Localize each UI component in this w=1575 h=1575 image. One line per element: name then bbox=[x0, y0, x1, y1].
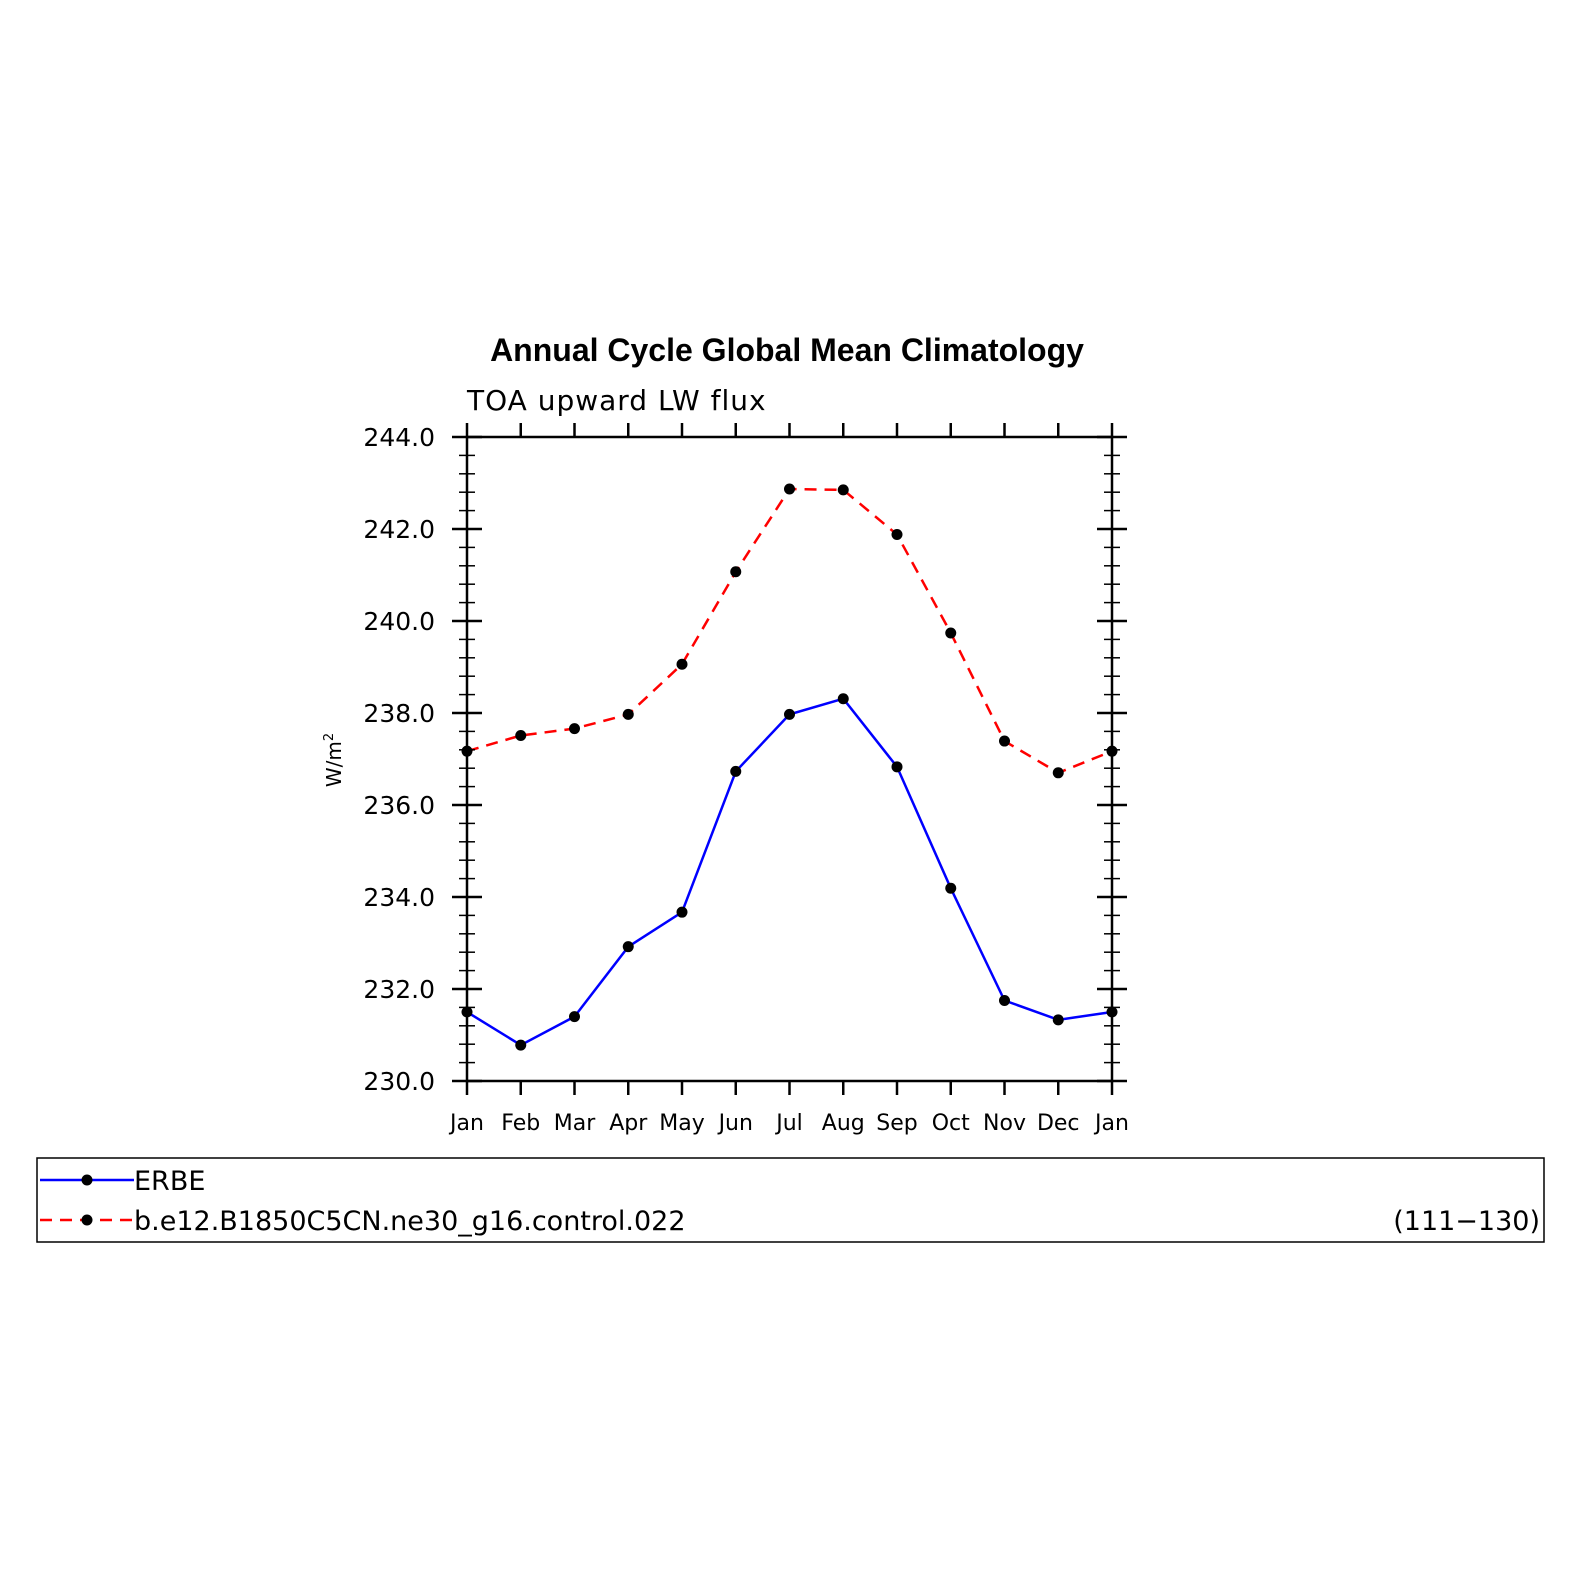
series-line-0 bbox=[466, 697, 1113, 1047]
series-0-point-7 bbox=[837, 693, 849, 705]
legend-year-range: (111−130) bbox=[1393, 1206, 1540, 1237]
x-tick-label-3: Apr bbox=[609, 1111, 648, 1136]
legend-label-erbe: ERBE bbox=[134, 1166, 205, 1197]
series-1-point-9 bbox=[945, 627, 957, 639]
x-tick-label-0: Jan bbox=[448, 1111, 484, 1136]
y-axis-label: W/m2 bbox=[322, 733, 346, 787]
series-line-1 bbox=[466, 487, 1113, 775]
x-tick-label-6: Jul bbox=[774, 1111, 803, 1136]
series-0-point-8 bbox=[891, 761, 903, 773]
chart-subtitle: TOA upward LW flux bbox=[466, 384, 767, 417]
y-tick-label-3: 236.0 bbox=[363, 791, 435, 820]
series-0-point-11 bbox=[1052, 1014, 1064, 1026]
x-tick-label-12: Jan bbox=[1093, 1111, 1129, 1136]
series-1-point-1 bbox=[515, 730, 527, 742]
legend-marker-model bbox=[81, 1214, 93, 1226]
plot-frame bbox=[465, 435, 1114, 1083]
series-0-point-5 bbox=[730, 765, 742, 777]
y-tick-label-4: 238.0 bbox=[363, 699, 435, 728]
series-0-point-4 bbox=[676, 906, 688, 918]
x-tick-label-7: Aug bbox=[822, 1111, 865, 1136]
x-tick-label-9: Oct bbox=[932, 1111, 970, 1136]
series-1-point-8 bbox=[891, 529, 903, 541]
series-0-point-6 bbox=[784, 708, 795, 720]
legend-label-model: b.e12.B1850C5CN.ne30_g16.control.022 bbox=[134, 1206, 686, 1237]
series-1-point-11 bbox=[1052, 767, 1064, 779]
series-1-point-7 bbox=[837, 484, 849, 496]
plot-area bbox=[461, 483, 1118, 1051]
x-tick-label-11: Dec bbox=[1037, 1111, 1080, 1136]
x-tick-label-8: Sep bbox=[876, 1111, 917, 1136]
x-tick-label-2: Mar bbox=[554, 1111, 596, 1136]
series-1-point-4 bbox=[676, 658, 688, 670]
series-1-point-5 bbox=[730, 566, 742, 578]
chart-title: Annual Cycle Global Mean Climatology bbox=[490, 332, 1084, 368]
x-tick-label-1: Feb bbox=[501, 1111, 540, 1136]
series-1-point-10 bbox=[999, 735, 1010, 747]
axes: Jan Feb Mar Apr May Jun Jul Aug Sep Oct Nov Dec Jan 2… bbox=[363, 423, 1129, 1136]
y-tick-label-0: 230.0 bbox=[363, 1067, 435, 1096]
series-1-point-3 bbox=[622, 708, 634, 720]
x-tick-label-4: May bbox=[659, 1111, 704, 1136]
y-tick-label-7: 244.0 bbox=[363, 423, 435, 452]
series-0-point-3 bbox=[622, 941, 634, 953]
y-tick-label-6: 242.0 bbox=[363, 515, 435, 544]
legend-marker-erbe bbox=[81, 1174, 93, 1186]
series-0-point-10 bbox=[999, 995, 1010, 1006]
series-1-point-2 bbox=[569, 723, 580, 735]
series-0-point-9 bbox=[945, 882, 957, 894]
legend: ERBE b.e12.B1850C5CN.ne30_g16.control.02… bbox=[36, 1157, 1545, 1243]
y-tick-label-2: 234.0 bbox=[363, 883, 435, 912]
y-tick-label-5: 240.0 bbox=[363, 607, 435, 636]
legend-box bbox=[36, 1157, 1545, 1243]
series-0-point-1 bbox=[515, 1039, 527, 1051]
y-tick-label-1: 232.0 bbox=[363, 975, 435, 1004]
series-1-point-6 bbox=[784, 483, 795, 495]
x-tick-label-10: Nov bbox=[983, 1111, 1026, 1136]
x-tick-label-5: Jun bbox=[717, 1111, 753, 1136]
series-0-point-2 bbox=[569, 1011, 580, 1023]
